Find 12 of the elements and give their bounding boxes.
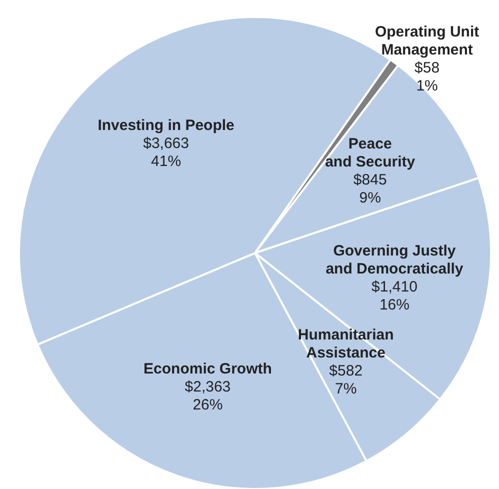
data-label: $582 7% <box>329 362 363 398</box>
slice-label: Operating Unit Management <box>374 23 480 58</box>
slice-label: Governing Justly and Democratically <box>326 242 464 277</box>
data-label: $2,363 26% <box>184 378 231 413</box>
data-label: $845 9% <box>353 171 387 206</box>
data-label: $58 1% <box>414 59 440 94</box>
slice-label: Humanitarian Assistance <box>298 326 394 362</box>
slice-label: Peace and Security <box>325 135 416 170</box>
data-label: $3,663 41% <box>143 134 190 170</box>
data-label: $1,410 16% <box>372 278 418 313</box>
slice-label: Investing in People <box>98 116 234 134</box>
slice-label: Economic Growth <box>144 360 272 377</box>
